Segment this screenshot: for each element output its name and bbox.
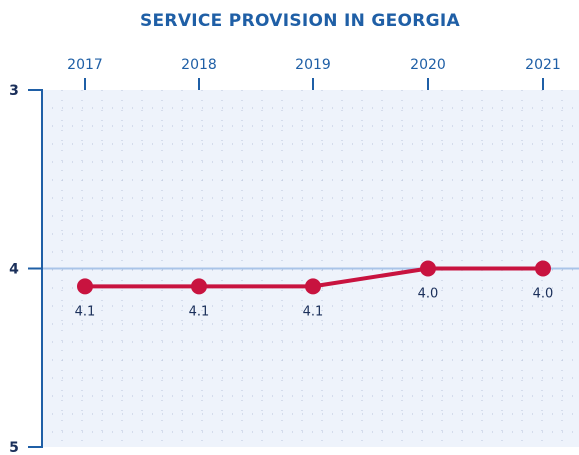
data-label: 4.0: [418, 287, 439, 302]
data-label: 4.1: [303, 304, 324, 319]
y-tick-label: 3: [9, 83, 19, 99]
series-layer: 4.1 4.1 4.1 4.0 4.0: [75, 260, 554, 319]
y-tick-label: 5: [9, 440, 19, 455]
data-point: [77, 278, 93, 295]
data-label: 4.1: [75, 304, 96, 319]
data-point: [535, 260, 551, 277]
x-tick-label: 2019: [295, 57, 331, 73]
data-label: 4.1: [189, 304, 210, 319]
y-axis-ticks: 3 4 5: [9, 83, 42, 455]
data-point: [305, 278, 321, 295]
x-tick-label: 2018: [181, 57, 217, 73]
x-tick-label: 2020: [410, 57, 446, 73]
chart-title: SERVICE PROVISION IN GEORGIA: [140, 11, 461, 31]
data-label: 4.0: [533, 287, 554, 302]
x-tick-label: 2021: [525, 57, 561, 73]
x-axis-ticks: 2017 2018 2019 2020 2021: [67, 57, 561, 90]
data-point: [420, 260, 436, 277]
y-tick-label: 4: [9, 262, 19, 278]
data-point: [191, 278, 207, 295]
x-tick-label: 2017: [67, 57, 103, 73]
